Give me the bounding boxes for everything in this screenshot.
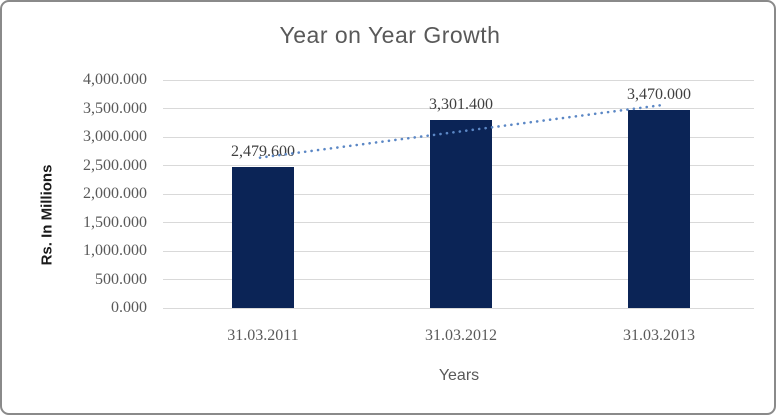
bar-data-label: 3,301.400 [429,95,493,113]
bar-data-label: 3,470.000 [627,86,691,104]
x-axis-tick-label: 31.03.2013 [623,327,695,344]
y-axis-tick-label: 4,000.000 [83,71,147,88]
y-axis-tick-label: 2,500.000 [83,156,147,174]
y-axis-tick-label: 3,000.000 [83,128,147,145]
y-axis-tick-label: 3,500.000 [83,99,147,117]
y-axis-tick-label: 0.000 [111,299,147,316]
gridline [163,108,754,109]
gridline [163,79,754,81]
chart-title: Year on Year Growth [279,22,501,48]
plot-area: 2,479.600 3,301.400 3,470.000 [163,79,754,309]
y-axis-tick-label: 1,500.000 [83,213,147,231]
gridline [163,307,754,309]
x-axis-tick-label: 31.03.2011 [227,327,299,344]
y-axis-tick-label: 500.000 [95,270,147,288]
bar [232,166,294,308]
y-axis-tick-label: 2,000.000 [83,185,147,202]
trendline [258,103,663,159]
bar [430,119,492,308]
x-axis-tick-label: 31.03.2012 [425,327,497,344]
x-axis-title: Years [438,367,480,384]
y-axis-tick-label: 1,000.000 [83,242,147,259]
bar [628,110,690,308]
